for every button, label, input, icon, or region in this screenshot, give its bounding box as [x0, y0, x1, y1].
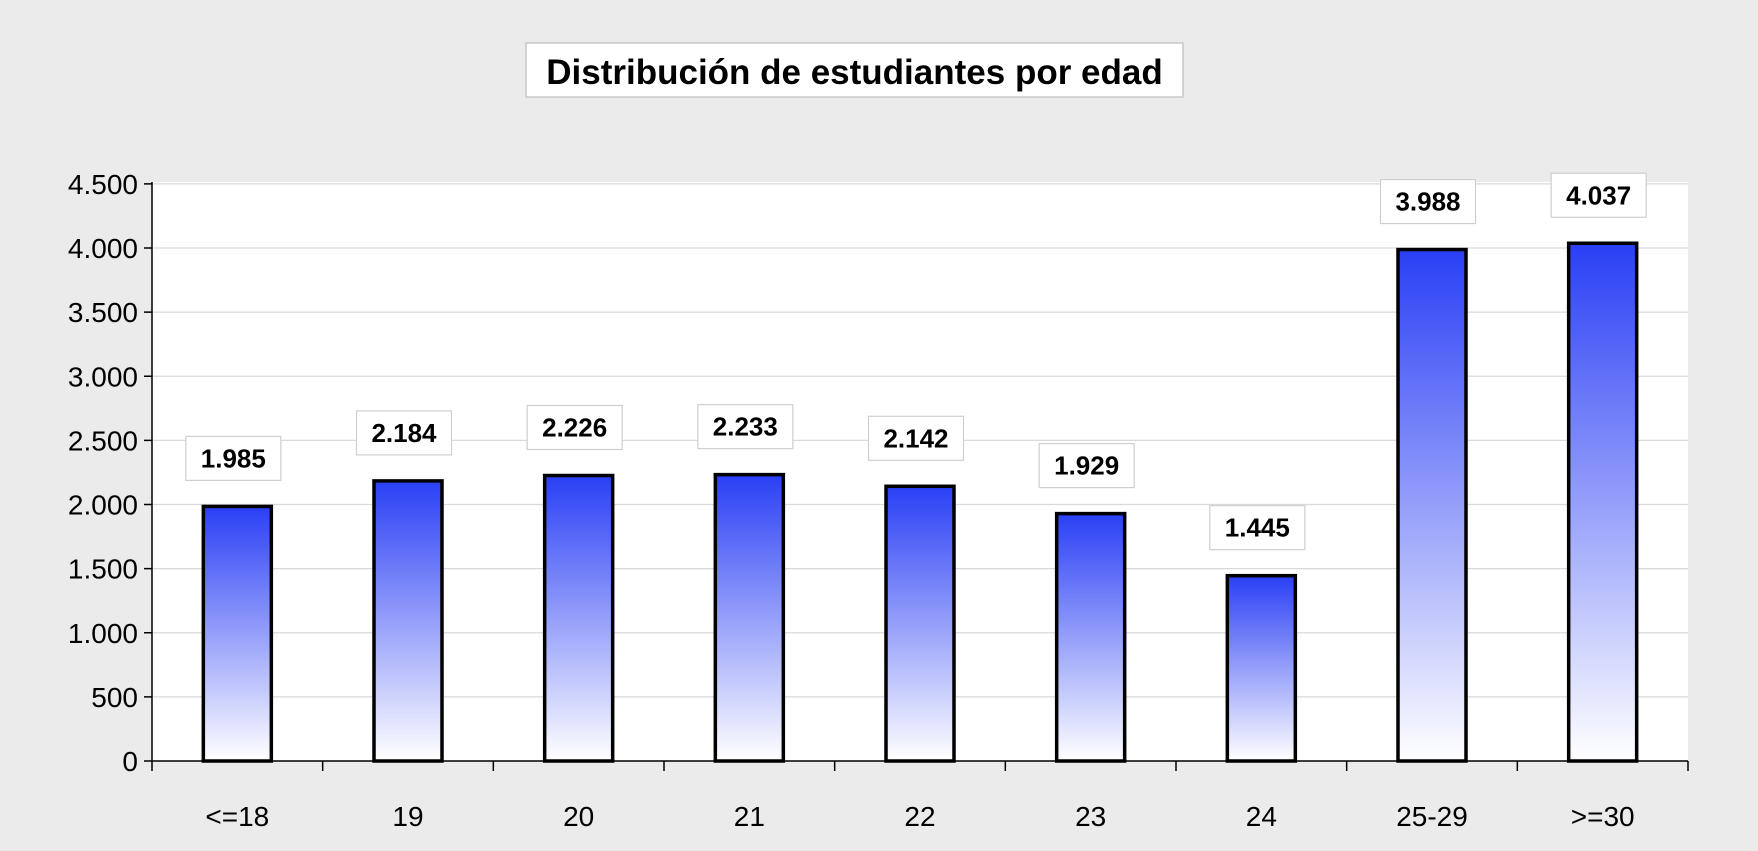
bar — [1566, 241, 1639, 763]
x-tick-label: 24 — [1246, 801, 1277, 832]
y-tick-label: 1.000 — [68, 618, 138, 649]
data-labels: 1.985 2.184 2.226 2.233 2.142 1.929 1.445 3.988… — [185, 172, 1647, 551]
chart-title-text: Distribución de estudiantes por edad — [546, 53, 1162, 92]
x-tick-label: 22 — [904, 801, 935, 832]
y-axis: 0 500 1.000 1.500 2.000 2.500 3.000 3.500 4.000 4… — [68, 169, 153, 777]
y-tick-label: 4.000 — [68, 233, 138, 264]
data-label: 1.929 — [1038, 443, 1135, 489]
data-label-text: 2.233 — [713, 412, 778, 442]
data-label-box — [867, 415, 965, 461]
y-tick-label: 4.500 — [68, 169, 138, 200]
data-label-text: 2.142 — [883, 423, 948, 453]
data-label-box — [1379, 178, 1477, 225]
data-label-box — [697, 404, 794, 450]
x-tick-label: 25-29 — [1396, 801, 1468, 832]
data-label-text: 3.988 — [1395, 187, 1460, 217]
data-label: 2.226 — [526, 404, 623, 451]
data-label-text: 1.929 — [1054, 451, 1119, 481]
data-label-text: 2.226 — [542, 413, 607, 443]
chart-title-box — [525, 42, 1184, 98]
y-tick-label: 500 — [91, 682, 138, 713]
x-tick-label: <=18 — [205, 801, 269, 832]
data-label: 4.037 — [1550, 172, 1647, 218]
data-label: 3.988 — [1379, 178, 1477, 225]
y-tick-label: 3.500 — [68, 297, 138, 328]
bar — [1396, 247, 1468, 763]
data-label: 1.985 — [185, 435, 282, 482]
bar — [372, 479, 444, 763]
x-tick-label: 23 — [1075, 801, 1106, 832]
x-tick-label: 19 — [392, 801, 423, 832]
data-label: 2.184 — [355, 410, 453, 456]
y-tick-label: 1.500 — [68, 554, 138, 585]
y-tick-label: 0 — [122, 746, 138, 777]
data-label-box — [1038, 443, 1135, 489]
bar — [1054, 511, 1127, 763]
data-label: 2.233 — [697, 404, 794, 450]
chart-title: Distribución de estudiantes por edad — [525, 42, 1184, 98]
x-tick-label: 21 — [734, 801, 765, 832]
y-tick-label: 2.000 — [68, 490, 138, 521]
x-tick-label: 20 — [563, 801, 594, 832]
bar — [1225, 573, 1298, 763]
data-label-text: 1.445 — [1225, 513, 1290, 543]
data-label-box — [355, 410, 453, 456]
data-label-text: 4.037 — [1566, 180, 1631, 210]
data-label-text: 1.985 — [201, 443, 266, 473]
bars — [201, 241, 1639, 763]
data-label-box — [526, 404, 623, 451]
data-label-text: 2.184 — [371, 418, 437, 448]
data-label-box — [1550, 172, 1647, 218]
x-axis: <=18 19 20 21 22 23 24 25-29 >=30 — [151, 760, 1689, 832]
data-label: 1.445 — [1209, 505, 1306, 551]
data-label-box — [185, 435, 282, 482]
data-label: 2.142 — [867, 415, 965, 461]
x-tick-label: >=30 — [1571, 801, 1635, 832]
bar — [542, 473, 615, 763]
bar — [713, 472, 786, 763]
bar — [884, 484, 956, 763]
data-label-box — [1209, 505, 1306, 551]
bar — [201, 504, 274, 763]
y-tick-label: 2.500 — [68, 425, 138, 456]
y-tick-label: 3.000 — [68, 361, 138, 392]
